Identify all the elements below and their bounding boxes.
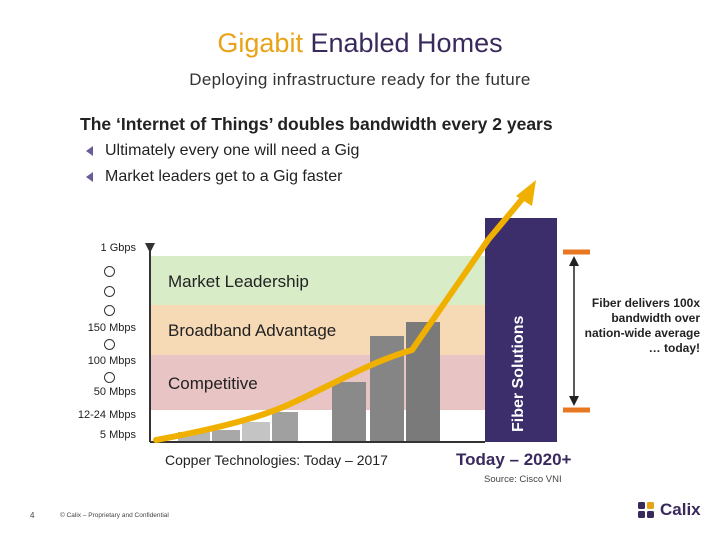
level-marker-icon <box>104 305 115 316</box>
level-marker-icon <box>104 339 115 350</box>
y-label-50mbps: 50 Mbps <box>93 386 136 398</box>
section-heading: The ‘Internet of Things’ doubles bandwid… <box>80 114 553 134</box>
level-marker-icon <box>104 286 115 297</box>
band-label-market-leadership: Market Leadership <box>168 272 309 291</box>
chart-bar <box>332 382 366 442</box>
chart-bar <box>242 422 270 442</box>
calix-logo: Calix <box>636 500 701 520</box>
bullet-item: Ultimately every one will need a Gig <box>86 142 359 160</box>
bullet-text: Ultimately every one will need a Gig <box>105 142 360 159</box>
curve-arrowhead-icon <box>516 180 536 206</box>
y-label-150mbps: 150 Mbps <box>87 322 136 334</box>
arrow-up-icon <box>569 256 579 266</box>
level-marker-icon <box>104 266 115 277</box>
y-label-100mbps: 100 Mbps <box>87 355 136 367</box>
slide-title: Gigabit Enabled Homes <box>0 28 720 59</box>
bullet-arrow-icon <box>86 172 93 182</box>
x-label-copper: Copper Technologies: Today – 2017 <box>165 452 388 468</box>
x-label-today: Today – 2020+ <box>456 450 572 469</box>
title-accent: Gigabit <box>217 28 303 58</box>
slide-subtitle: Deploying infrastructure ready for the f… <box>189 70 531 89</box>
page-number: 4 <box>30 511 35 520</box>
growth-curve <box>153 189 531 443</box>
y-label-5mbps: 5 Mbps <box>99 429 136 441</box>
chart-bar <box>212 430 240 442</box>
bullet-item: Market leaders get to a Gig faster <box>86 168 342 186</box>
level-marker-icon <box>104 372 115 383</box>
band-label-broadband-advantage: Broadband Advantage <box>168 321 337 340</box>
title-rest: Enabled Homes <box>310 28 503 58</box>
fiber-note: Fiber delivers 100x bandwidth over natio… <box>584 296 700 355</box>
y-label-1gbps: 1 Gbps <box>100 242 136 254</box>
band-market-leadership <box>150 256 485 305</box>
logo-text: Calix <box>660 500 701 519</box>
source-note: Source: Cisco VNI <box>484 474 562 485</box>
bullet-text: Market leaders get to a Gig faster <box>105 168 343 185</box>
copyright: © Calix – Proprietary and Confidential <box>60 512 169 519</box>
chart-bar <box>406 322 440 442</box>
band-label-competitive: Competitive <box>168 374 258 393</box>
arrow-down-icon <box>569 396 579 406</box>
calix-logo-icon <box>638 502 654 518</box>
chart-bar <box>178 432 210 442</box>
fiber-solutions-column <box>485 218 557 442</box>
fiber-solutions-label: Fiber Solutions <box>510 315 527 432</box>
chart-bar <box>272 412 298 442</box>
bullet-arrow-icon <box>86 146 93 156</box>
y-label-12-24mbps: 12-24 Mbps <box>77 409 136 421</box>
